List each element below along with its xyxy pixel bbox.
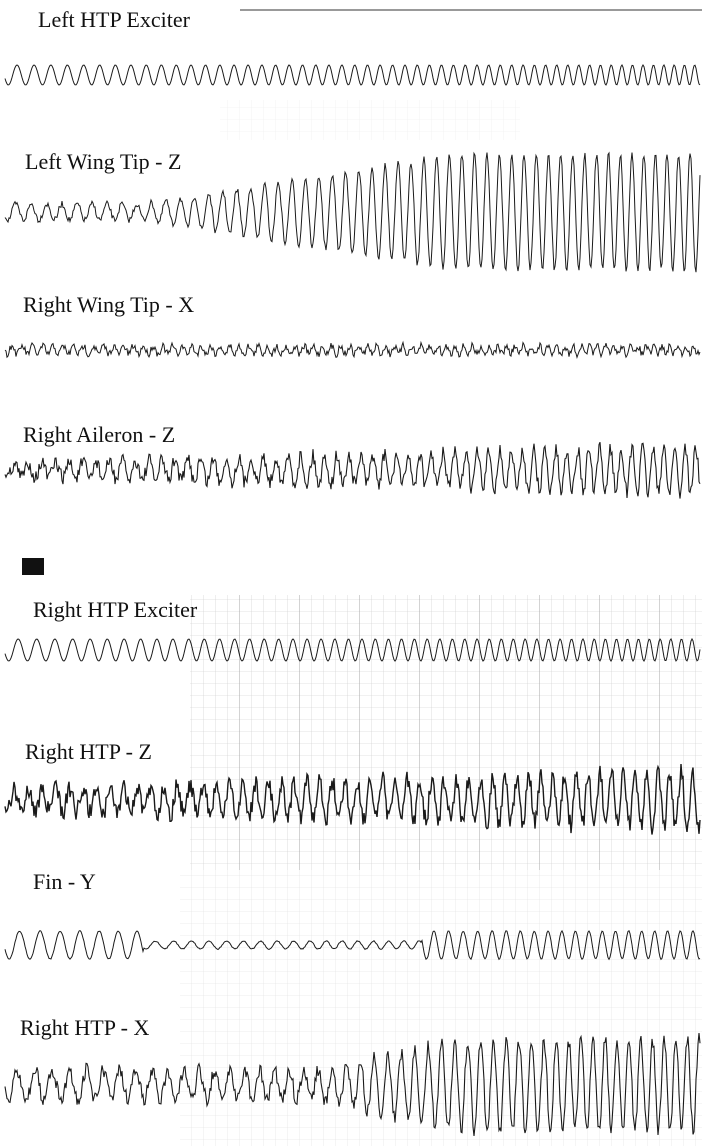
trace-label: Fin - Y bbox=[33, 869, 96, 894]
grid-paper-major bbox=[190, 595, 702, 870]
waveform-trace bbox=[5, 343, 700, 358]
trace-label: Right Wing Tip - X bbox=[23, 292, 194, 317]
trace-label: Right HTP - Z bbox=[25, 739, 152, 764]
strip-chart-figure: Left HTP Exciter Left Wing Tip - Z Right… bbox=[0, 0, 702, 1146]
trace-label: Right HTP Exciter bbox=[33, 597, 198, 622]
waveform-trace bbox=[5, 442, 700, 498]
trace-label: Left HTP Exciter bbox=[38, 7, 191, 32]
trace-label: Left Wing Tip - Z bbox=[25, 149, 181, 174]
grid-paper bbox=[220, 100, 520, 140]
marker-block bbox=[22, 558, 44, 575]
grid-paper bbox=[180, 870, 702, 1146]
trace-label: Right Aileron - Z bbox=[23, 422, 175, 447]
trace-label: Right HTP - X bbox=[20, 1015, 149, 1040]
waveform-trace bbox=[5, 65, 700, 85]
